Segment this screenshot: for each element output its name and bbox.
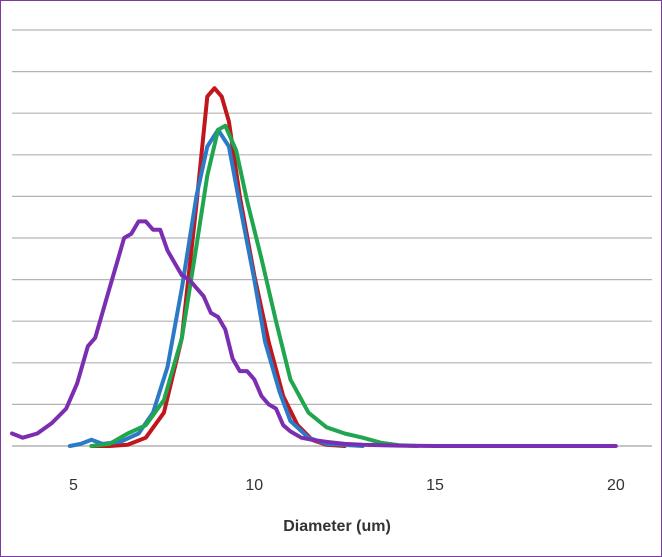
x-tick-label: 5 (69, 477, 78, 494)
series-lines (10, 86, 618, 448)
x-tick-label: 15 (426, 477, 444, 494)
gridlines (12, 29, 652, 447)
x-tick-label: 10 (245, 477, 263, 494)
series-line-4 (10, 219, 618, 448)
series-line-1 (89, 86, 347, 448)
series-line-3 (89, 123, 419, 448)
series-line-2 (67, 127, 365, 448)
x-axis-title: Diameter (um) (283, 518, 391, 535)
x-tick-labels: 5 10 15 20 (69, 477, 625, 494)
x-tick-label: 20 (607, 477, 625, 494)
